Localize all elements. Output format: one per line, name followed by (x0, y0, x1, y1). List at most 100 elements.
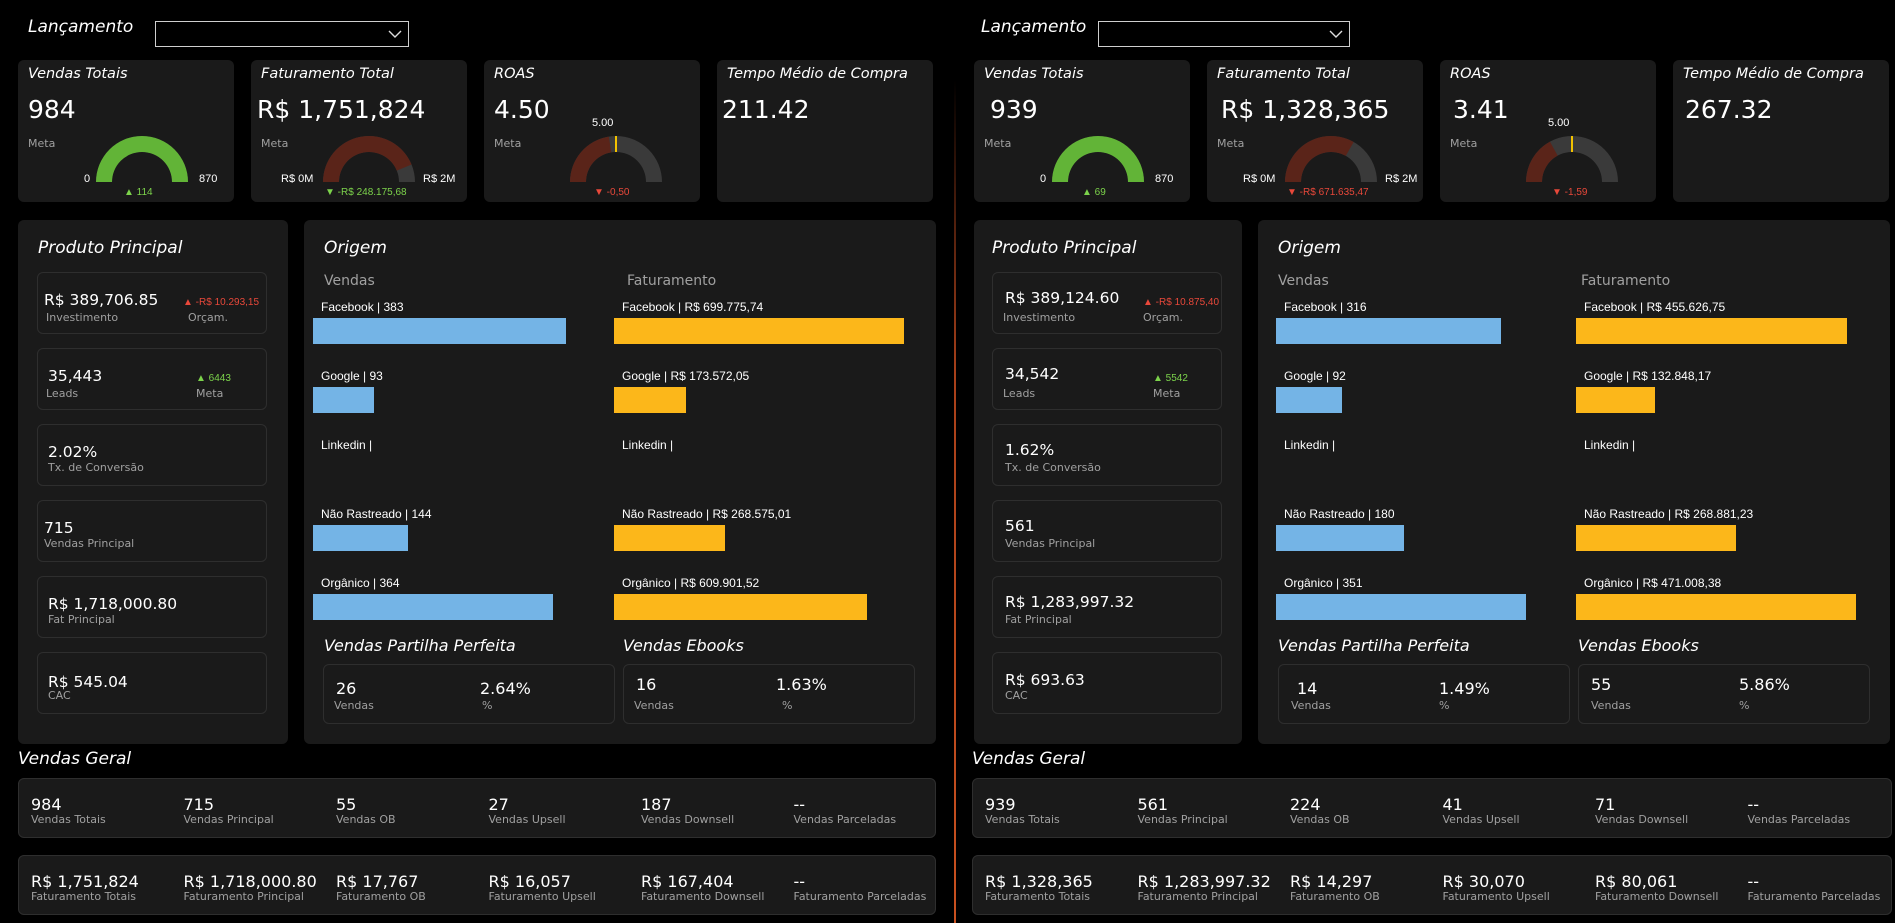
geral-vendas-label: Vendas Parceladas (1747, 813, 1851, 826)
dashboard-pane-right: Lançamento Vendas Totais 939 Meta 0 870 … (955, 0, 1895, 923)
origem-faturamento-label: Linkedin | (622, 438, 674, 452)
geral-vendas-value: 41 (1442, 795, 1463, 814)
origem-vendas-bar (1276, 594, 1526, 620)
partilha-pct-label: % (1439, 699, 1450, 712)
metric-delta: ▲ 5542 (1153, 373, 1188, 384)
origem-faturamento-label: Não Rastreado | R$ 268.575,01 (622, 507, 792, 521)
metric-label: CAC (48, 689, 71, 702)
gauge-max: R$ 2M (1385, 173, 1418, 185)
kpi-value: 939 (990, 95, 1038, 124)
origem-faturamento-label: Facebook | R$ 699.775,74 (622, 300, 764, 314)
metric-cac: R$ 545.04 CAC (37, 652, 267, 714)
kpi-meta-label: Meta (494, 137, 522, 150)
kpi-title: Tempo Médio de Compra (727, 66, 908, 82)
origem-vendas-label: Google | 92 (1284, 369, 1346, 383)
metric-delta-label: Orçam. (1143, 311, 1183, 324)
dropdown-value-redacted (1101, 29, 1185, 39)
section-title: Produto Principal (992, 238, 1137, 258)
origem-faturamento-label: Orgânico | R$ 471.008,38 (1584, 576, 1722, 590)
kpi-meta-label: Meta (1450, 137, 1478, 150)
geral-vendas-value: 561 (1137, 795, 1169, 814)
origem-vendas-label: Não Rastreado | 180 (1284, 507, 1395, 521)
geral-faturamento-label: Faturamento OB (336, 890, 426, 903)
gauge-fill (96, 136, 188, 182)
metric-label: Vendas Principal (1005, 537, 1096, 550)
metric-delta-label: Meta (1153, 387, 1181, 400)
partilha-pct: 1.49% (1439, 679, 1490, 698)
origem-faturamento-label: Google | R$ 173.572,05 (622, 369, 750, 383)
geral-vendas-label: Vendas Principal (1137, 813, 1228, 826)
geral-vendas-value: 187 (641, 795, 672, 814)
metric-conversao: 1.62% Tx. de Conversão (992, 424, 1222, 486)
kpi-delta: ▲ 69 (1082, 187, 1106, 198)
geral-vendas-label: Vendas Upsell (1442, 813, 1520, 826)
geral-vendas-value: 27 (488, 795, 509, 814)
launch-dropdown[interactable] (1098, 21, 1350, 47)
kpi-value: 211.42 (722, 95, 810, 124)
metric-label: Fat Principal (48, 613, 115, 626)
geral-faturamento-label: Faturamento Totais (985, 890, 1091, 903)
metric-delta-label: Orçam. (188, 311, 228, 324)
gauge-min: R$ 0M (281, 173, 314, 185)
origem-faturamento-bar (614, 318, 904, 344)
partilha-count: 26 (336, 679, 357, 698)
origem-vendas-bar (313, 594, 553, 620)
origem-vendas-bar (1276, 318, 1501, 344)
kpi-title: Faturamento Total (261, 66, 394, 82)
origem-vendas-bar (313, 525, 408, 551)
dropdown-value-redacted (158, 29, 242, 39)
vendas-header: Vendas (1278, 273, 1329, 289)
gauge-fill (1526, 141, 1558, 182)
faturamento-geral-row: R$ 1,751,824 Faturamento Totais R$ 1,718,0… (18, 855, 936, 915)
faturamento-header: Faturamento (627, 273, 717, 289)
ebooks-count: 16 (636, 675, 657, 694)
metric-label: Investimento (46, 311, 119, 324)
gauge-fill (1285, 136, 1354, 182)
kpi-delta: ▼ -1,59 (1552, 187, 1588, 198)
geral-faturamento-label: Faturamento Upsell (488, 890, 596, 903)
geral-vendas-value: 939 (985, 795, 1016, 814)
origem-vendas-label: Linkedin | (1284, 438, 1336, 452)
kpi-meta-label: Meta (28, 137, 56, 150)
partilha-title: Vendas Partilha Perfeita (324, 636, 516, 655)
origem-vendas-label: Facebook | 383 (321, 300, 404, 314)
partilha-pct: 2.64% (480, 679, 531, 698)
geral-faturamento-label: Faturamento OB (1290, 890, 1380, 903)
metric-vendas-principal: 561 Vendas Principal (992, 500, 1222, 562)
geral-vendas-value: 984 (31, 795, 62, 814)
origem-card: Origem Vendas Faturamento Vendas Partilh… (1258, 220, 1890, 744)
metric-conversao: 2.02% Tx. de Conversão (37, 424, 267, 486)
partilha-pct-label: % (482, 699, 493, 712)
launch-dropdown[interactable] (155, 21, 409, 47)
geral-vendas-value: 715 (183, 795, 215, 814)
geral-faturamento-value: R$ 16,057 (488, 872, 571, 891)
gauge-target: 5.00 (592, 117, 614, 129)
geral-vendas-label: Vendas OB (336, 813, 396, 826)
gauge-roas (570, 136, 662, 182)
geral-faturamento-value: R$ 80,061 (1595, 872, 1678, 891)
origem-faturamento-label: Facebook | R$ 455.626,75 (1584, 300, 1726, 314)
section-title: Produto Principal (38, 238, 183, 258)
metric-fat-principal: R$ 1,283,997.32 Fat Principal (992, 576, 1222, 638)
gauge-roas (1526, 136, 1618, 182)
vendas-geral-row: 939 Vendas Totais 561 Vendas Principal 224 Ve… (972, 778, 1892, 838)
kpi-title: Vendas Totais (984, 66, 1084, 82)
geral-vendas-value: -- (1747, 795, 1760, 814)
geral-faturamento-label: Faturamento Downsell (1595, 890, 1719, 903)
origem-faturamento-bar (1576, 318, 1847, 344)
geral-vendas-label: Vendas Parceladas (793, 813, 897, 826)
geral-vendas-label: Vendas OB (1290, 813, 1350, 826)
gauge-faturamento (1285, 136, 1377, 182)
section-title: Origem (1278, 238, 1341, 258)
geral-faturamento-value: -- (793, 872, 806, 891)
ebooks-pct-label: % (1739, 699, 1750, 712)
filter-label: Lançamento (28, 17, 134, 37)
origem-faturamento-label: Google | R$ 132.848,17 (1584, 369, 1712, 383)
metric-fat-principal: R$ 1,718,000.80 Fat Principal (37, 576, 267, 638)
origem-faturamento-bar (614, 525, 725, 551)
metric-value: 715 (44, 519, 74, 537)
gauge-faturamento (323, 136, 415, 182)
vendas-geral-row: 984 Vendas Totais 715 Vendas Principal 55 Ven… (18, 778, 936, 838)
kpi-card-roas: ROAS 3.41 Meta 5.00 ▼ -1,59 (1440, 60, 1656, 202)
gauge-target: 5.00 (1548, 117, 1570, 129)
